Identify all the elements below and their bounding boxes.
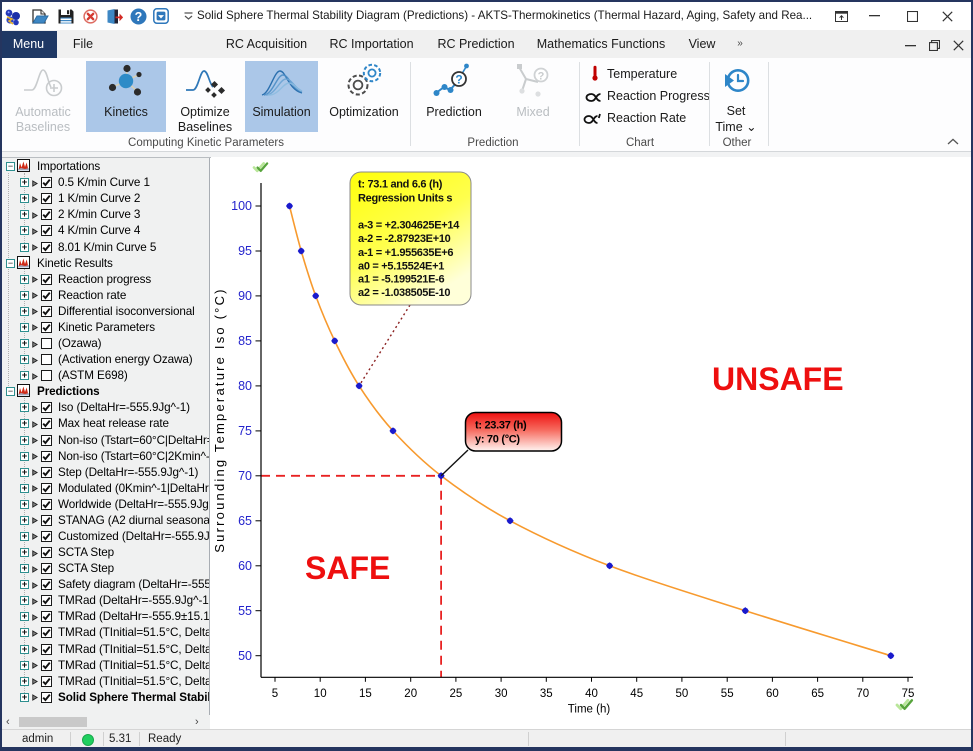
svg-text:55: 55 bbox=[721, 688, 734, 700]
svg-text:75: 75 bbox=[238, 424, 252, 438]
svg-text:a2 = -1.038505E-10: a2 = -1.038505E-10 bbox=[358, 287, 450, 299]
svg-text:?: ? bbox=[135, 10, 143, 24]
svg-text:60: 60 bbox=[766, 688, 779, 700]
svg-text:t: 23.37 (h): t: 23.37 (h) bbox=[475, 420, 527, 432]
svg-text:70: 70 bbox=[856, 688, 869, 700]
svg-text:55: 55 bbox=[238, 604, 252, 618]
svg-text:95: 95 bbox=[238, 244, 252, 258]
svg-text:a-3 = +2.304625E+14: a-3 = +2.304625E+14 bbox=[358, 220, 460, 232]
svg-text:65: 65 bbox=[238, 514, 252, 528]
svg-text:30: 30 bbox=[495, 688, 508, 700]
svg-text:5: 5 bbox=[272, 688, 278, 700]
svg-text:?: ? bbox=[538, 71, 545, 83]
svg-text:Regression Units s: Regression Units s bbox=[358, 193, 452, 205]
svg-text:a-1 = +1.955635E+6: a-1 = +1.955635E+6 bbox=[358, 247, 453, 259]
svg-text:50: 50 bbox=[676, 688, 689, 700]
svg-text:15: 15 bbox=[359, 688, 372, 700]
svg-text:25: 25 bbox=[450, 688, 463, 700]
svg-text:60: 60 bbox=[238, 559, 252, 573]
svg-text:65: 65 bbox=[811, 688, 824, 700]
svg-text:85: 85 bbox=[238, 334, 252, 348]
svg-text:?: ? bbox=[455, 73, 462, 87]
svg-text:35: 35 bbox=[540, 688, 553, 700]
svg-text:a1 = -5.199521E-6: a1 = -5.199521E-6 bbox=[358, 274, 445, 286]
svg-text:100: 100 bbox=[231, 199, 252, 213]
svg-text:UNSAFE: UNSAFE bbox=[712, 361, 844, 397]
svg-text:Surrounding Temperature Iso (°: Surrounding Temperature Iso (°C) bbox=[212, 287, 227, 552]
svg-text:20: 20 bbox=[404, 688, 417, 700]
svg-text:10: 10 bbox=[314, 688, 327, 700]
svg-text:40: 40 bbox=[585, 688, 598, 700]
svg-text:70: 70 bbox=[238, 469, 252, 483]
svg-text:y: 70 (°C): y: 70 (°C) bbox=[475, 434, 520, 446]
svg-text:90: 90 bbox=[238, 289, 252, 303]
svg-text:Time (h): Time (h) bbox=[568, 704, 611, 716]
svg-text:a0 = +5.15524E+1: a0 = +5.15524E+1 bbox=[358, 261, 444, 273]
svg-text:t: 73.1 and 6.6 (h): t: 73.1 and 6.6 (h) bbox=[358, 179, 443, 191]
svg-text:45: 45 bbox=[630, 688, 643, 700]
svg-text:50: 50 bbox=[238, 649, 252, 663]
svg-text:a-2 = -2.87923E+10: a-2 = -2.87923E+10 bbox=[358, 233, 451, 245]
svg-text:SAFE: SAFE bbox=[305, 550, 390, 586]
svg-text:80: 80 bbox=[238, 379, 252, 393]
svg-text:75: 75 bbox=[902, 688, 915, 700]
